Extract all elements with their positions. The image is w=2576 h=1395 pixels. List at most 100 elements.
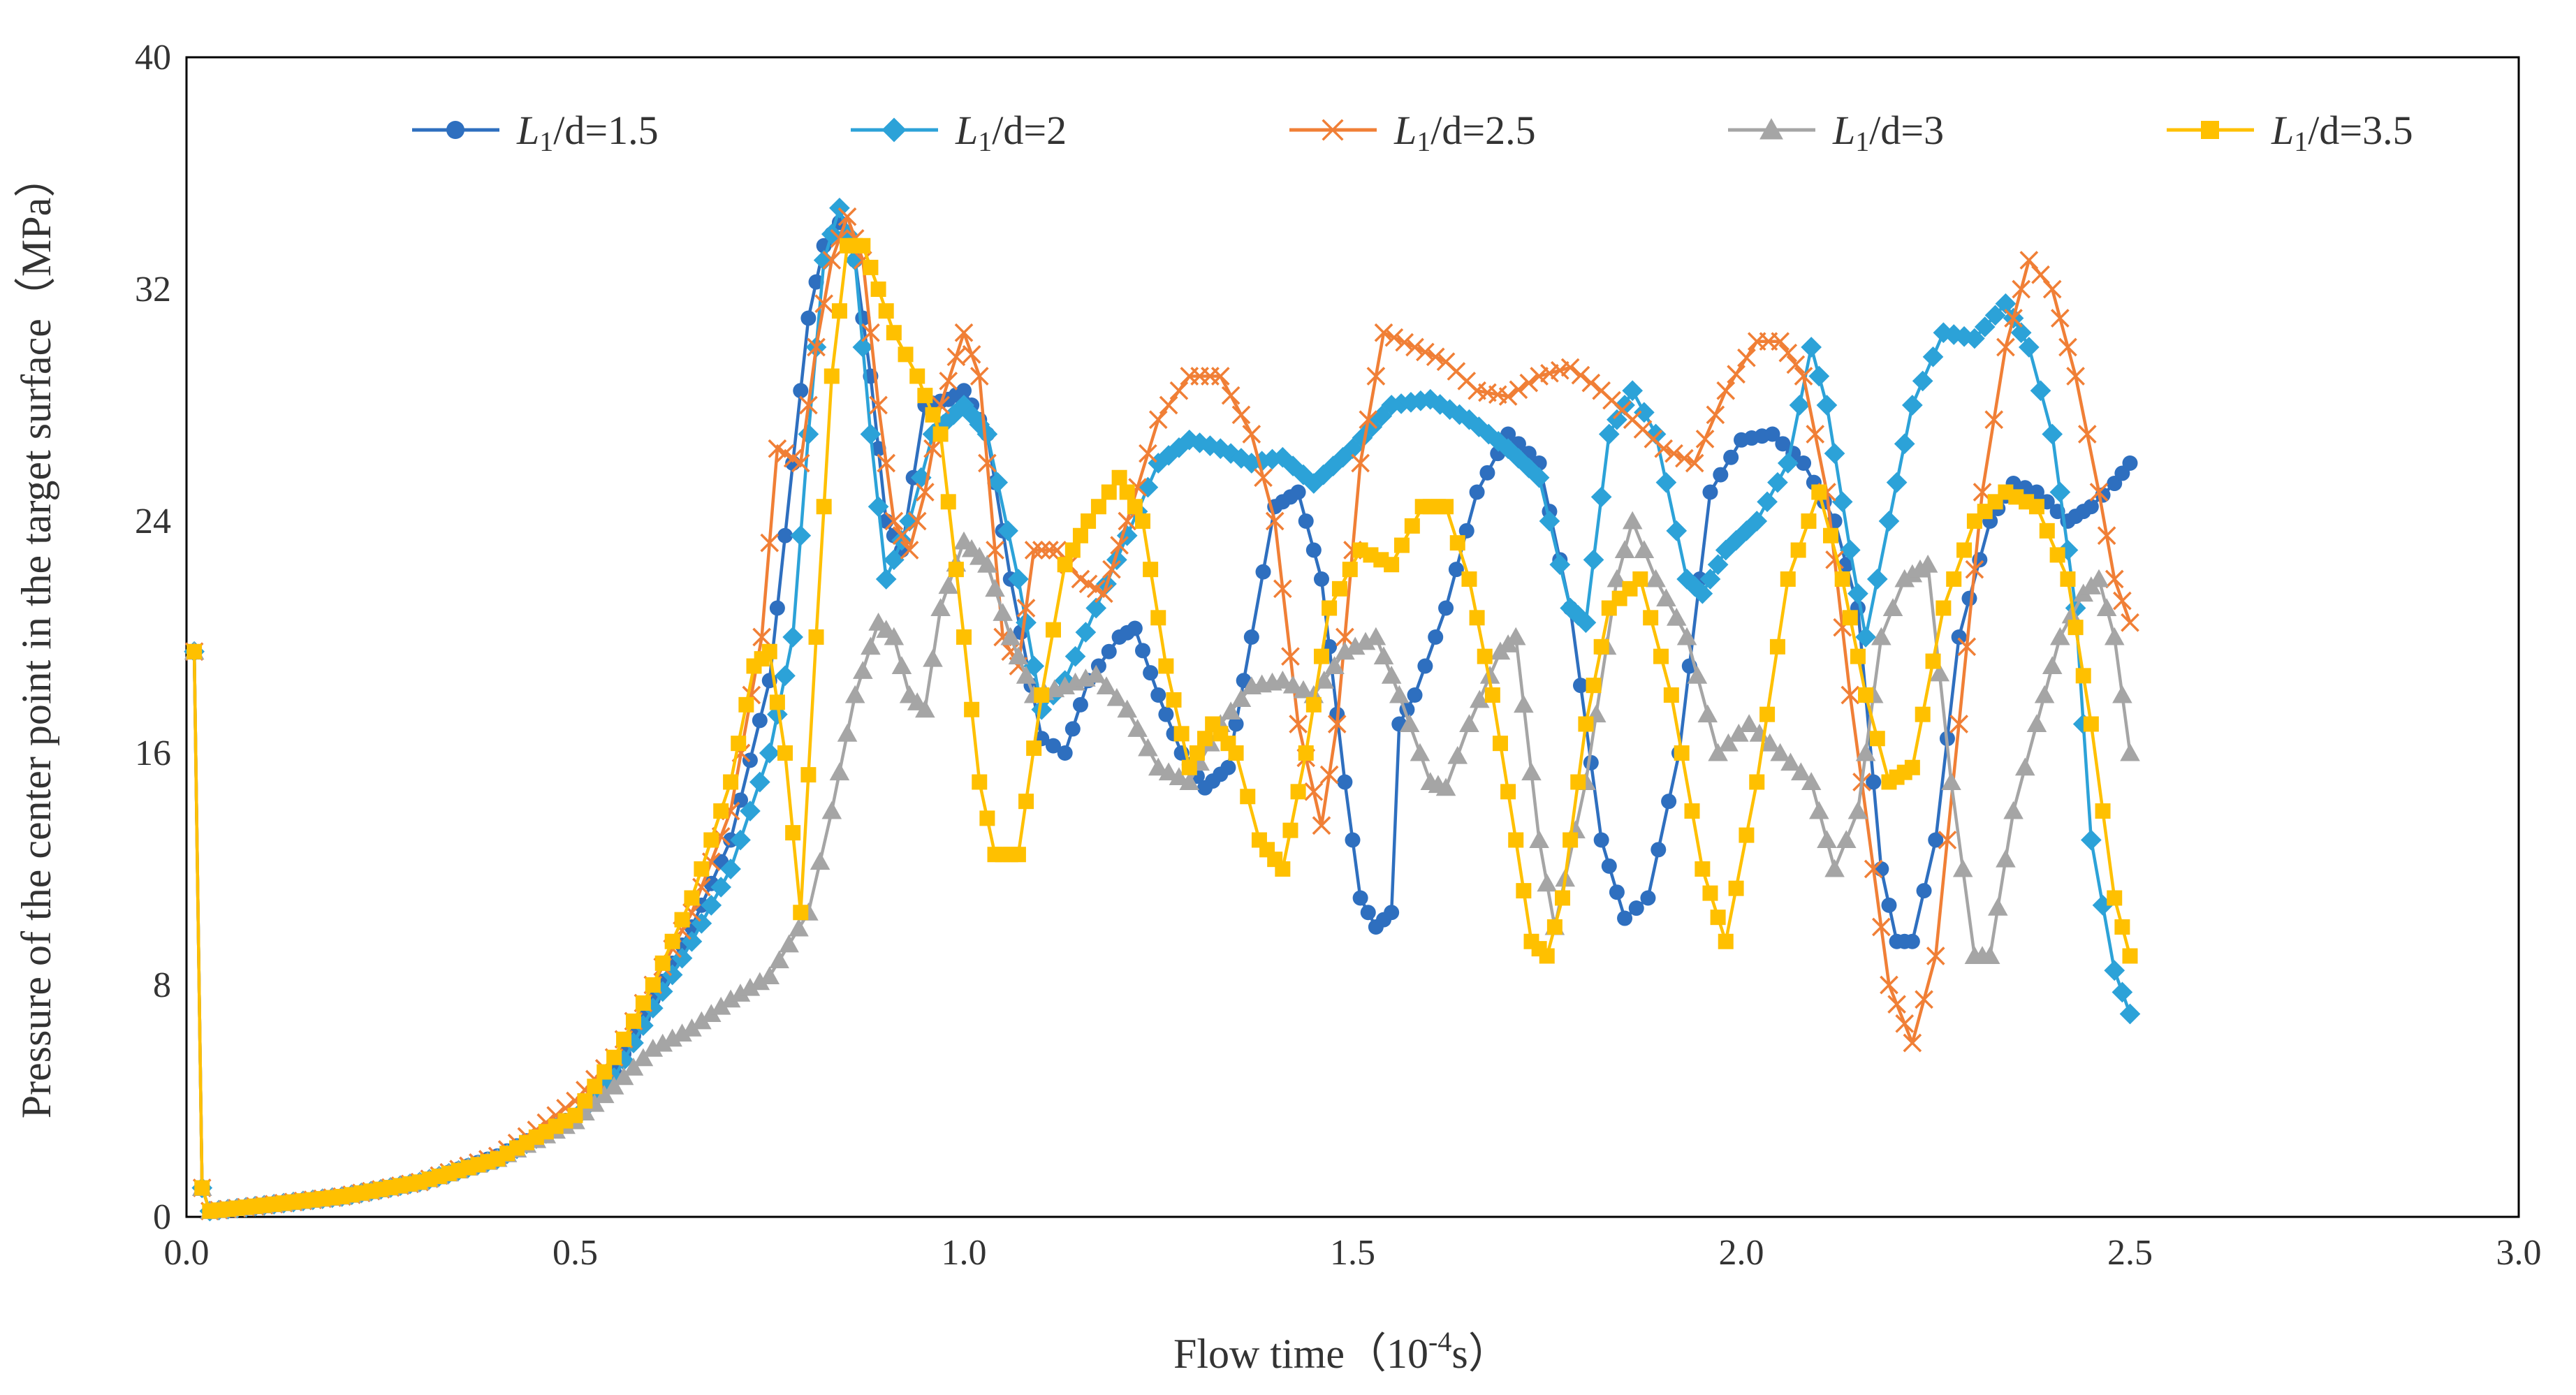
data-point — [1840, 685, 1860, 705]
data-point — [1708, 743, 1728, 761]
data-point — [1866, 774, 1882, 790]
data-point — [1894, 433, 1915, 455]
data-point — [800, 310, 817, 326]
data-point — [2014, 757, 2035, 776]
data-point — [1220, 759, 1236, 775]
data-point — [915, 699, 935, 718]
data-point — [2081, 829, 2102, 851]
data-point — [1143, 562, 1159, 578]
data-point — [1273, 670, 1293, 689]
data-point — [977, 554, 997, 573]
data-point — [779, 934, 799, 953]
data-point — [923, 648, 943, 667]
data-point — [1469, 610, 1485, 626]
data-point — [1550, 360, 1569, 380]
data-point — [2026, 714, 2047, 732]
data-point — [793, 905, 809, 921]
data-point — [964, 701, 980, 717]
data-point — [749, 771, 770, 793]
data-point — [909, 368, 925, 384]
data-point — [1119, 484, 1135, 500]
x-tick-label: 0.0 — [164, 1233, 210, 1273]
data-point — [962, 345, 981, 364]
data-point — [1057, 745, 1073, 761]
data-point — [886, 325, 902, 341]
data-point — [1796, 455, 1812, 471]
data-point — [1571, 365, 1590, 385]
data-point — [1964, 328, 1985, 349]
data-point — [1158, 658, 1174, 674]
data-point — [577, 1093, 593, 1109]
data-point — [777, 745, 793, 761]
data-point — [740, 801, 761, 821]
data-point — [1770, 743, 1790, 761]
data-point — [1634, 402, 1655, 423]
data-point — [923, 439, 942, 458]
data-point — [1858, 687, 1874, 703]
data-point — [917, 388, 933, 404]
data-point — [1064, 542, 1081, 558]
data-point — [1780, 571, 1796, 587]
data-point — [1243, 629, 1259, 645]
data-point — [2122, 455, 2138, 471]
data-point — [1666, 608, 1687, 626]
data-point — [720, 989, 741, 1008]
data-point — [1305, 542, 1322, 558]
data-point — [1822, 527, 1838, 543]
data-point — [877, 453, 896, 473]
data-point — [1293, 464, 1314, 485]
legend-label: L1/d=1.5 — [516, 108, 659, 157]
legend: L1/d=1.5 L1/d=2 L1/d=2.5 L1/d=3 L1/d=3.5 — [412, 108, 2413, 157]
data-point — [2089, 483, 2109, 502]
data-point — [1298, 513, 1314, 529]
data-point — [1313, 648, 1329, 664]
data-point — [1549, 554, 1571, 576]
data-point — [1801, 337, 1822, 358]
data-point — [1242, 425, 1261, 444]
data-point — [1716, 381, 1736, 400]
data-point — [672, 1023, 692, 1042]
data-point — [1521, 762, 1542, 781]
data-point — [863, 259, 879, 275]
data-point — [2050, 309, 2070, 328]
data-point — [1322, 600, 1338, 616]
data-point — [1617, 910, 1633, 926]
data-point — [701, 895, 722, 916]
data-point — [1780, 752, 1801, 771]
data-point — [1231, 689, 1252, 707]
data-point — [1095, 584, 1113, 604]
data-point — [1360, 905, 1376, 921]
data-point — [1416, 342, 1435, 362]
data-point — [1240, 789, 1256, 805]
data-point — [790, 525, 812, 546]
data-point — [2030, 380, 2051, 402]
data-point — [749, 972, 770, 991]
data-point — [1064, 721, 1081, 737]
legend-label: L1/d=2 — [955, 108, 1067, 157]
data-point — [1335, 641, 1355, 660]
y-tick-label: 24 — [135, 502, 171, 541]
data-point — [1847, 583, 1868, 604]
data-point — [1289, 715, 1308, 733]
data-point — [691, 1011, 712, 1030]
data-point — [1514, 694, 1534, 713]
data-point — [1929, 663, 1950, 682]
data-point — [1871, 627, 1891, 645]
data-point — [1987, 898, 2008, 916]
data-point — [1150, 610, 1166, 626]
data-point — [1169, 767, 1190, 786]
data-point — [1656, 588, 1676, 607]
data-point — [652, 1033, 673, 1052]
data-point — [1847, 801, 1868, 819]
data-point — [1984, 410, 2004, 430]
data-point — [1032, 541, 1051, 560]
data-point — [1727, 365, 1746, 384]
data-point — [1529, 830, 1549, 848]
data-point — [1995, 293, 2017, 314]
data-point — [769, 950, 789, 969]
data-point — [1706, 405, 1725, 425]
data-point — [869, 395, 888, 415]
data-point — [1231, 448, 1252, 469]
data-point — [1516, 883, 1532, 899]
data-point — [2112, 981, 2133, 1003]
